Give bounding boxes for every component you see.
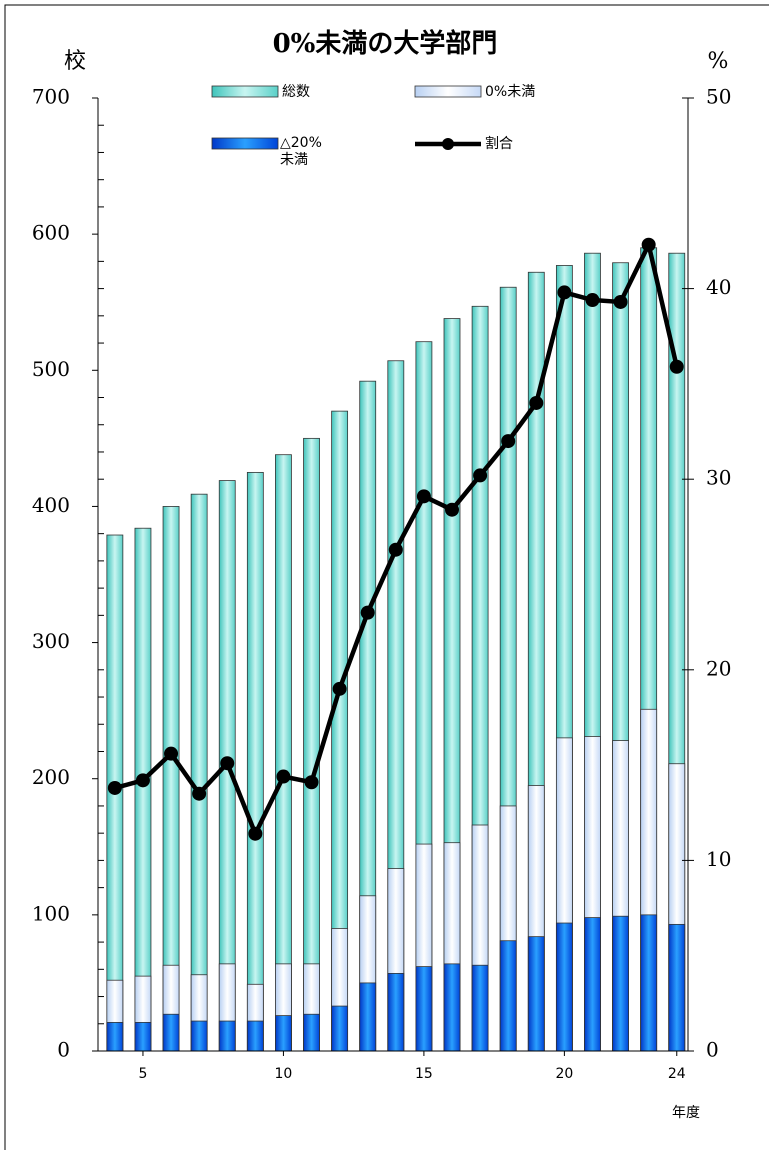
legend-label: 0%未満 bbox=[485, 84, 536, 100]
bar bbox=[387, 972, 405, 1052]
bar bbox=[275, 454, 292, 1052]
bar bbox=[303, 1013, 320, 1052]
y2-axis-label: % bbox=[708, 49, 729, 74]
line-point bbox=[529, 395, 544, 410]
bar bbox=[471, 964, 489, 1052]
line-point bbox=[388, 542, 403, 557]
y2-tick-label: 20 bbox=[706, 656, 731, 680]
line-point bbox=[192, 786, 207, 801]
y-tick-label: 100 bbox=[32, 901, 70, 925]
y-axis-label: 校 bbox=[64, 49, 86, 74]
line-point bbox=[360, 605, 375, 620]
bar bbox=[443, 963, 461, 1052]
y2-tick-label: 50 bbox=[706, 85, 731, 109]
x-tick-label: 10 bbox=[275, 1066, 293, 1082]
line-point bbox=[557, 285, 572, 300]
bar bbox=[415, 966, 433, 1052]
bar bbox=[134, 1022, 152, 1052]
legend-label: 割合 bbox=[485, 136, 513, 152]
bar bbox=[555, 922, 573, 1052]
bar bbox=[612, 915, 629, 1052]
line-point bbox=[669, 359, 684, 374]
bar bbox=[303, 437, 320, 1052]
bar bbox=[246, 471, 264, 1052]
bar bbox=[275, 1015, 292, 1052]
bar bbox=[359, 982, 377, 1052]
line-point bbox=[473, 468, 488, 483]
line-point bbox=[135, 773, 150, 788]
line-point bbox=[276, 769, 291, 784]
x-tick-label: 5 bbox=[138, 1066, 147, 1082]
x-tick-label: 20 bbox=[555, 1066, 573, 1082]
bar bbox=[162, 1013, 180, 1052]
line-point bbox=[248, 826, 263, 841]
line-point bbox=[416, 489, 431, 504]
bar bbox=[668, 923, 686, 1052]
legend-swatch bbox=[414, 85, 482, 98]
line-point bbox=[501, 434, 516, 449]
bar bbox=[499, 940, 517, 1052]
y-tick-label: 0 bbox=[57, 1038, 70, 1062]
frame bbox=[4, 4, 769, 1150]
legend-swatch bbox=[442, 138, 454, 150]
bar bbox=[584, 917, 601, 1052]
line-point bbox=[613, 294, 628, 309]
bar bbox=[246, 1020, 264, 1052]
y2-tick-label: 40 bbox=[706, 275, 731, 299]
bar bbox=[190, 1020, 208, 1052]
line-point bbox=[332, 681, 347, 696]
y-tick-label: 300 bbox=[32, 629, 70, 653]
line-point bbox=[585, 293, 600, 308]
line-point bbox=[220, 756, 235, 771]
bar bbox=[218, 1020, 236, 1052]
y-tick-label: 400 bbox=[32, 493, 70, 517]
y-tick-label: 200 bbox=[32, 765, 70, 789]
bar bbox=[331, 1005, 349, 1052]
bar bbox=[134, 527, 152, 1052]
legend-swatch bbox=[211, 85, 279, 98]
y-tick-label: 500 bbox=[32, 357, 70, 381]
y-tick-label: 700 bbox=[32, 85, 70, 109]
y2-tick-label: 30 bbox=[706, 466, 731, 490]
x-tick-label: 24 bbox=[668, 1066, 686, 1082]
chart-title: 0%未満の大学部門 bbox=[273, 28, 498, 59]
line-point bbox=[107, 780, 122, 795]
y-tick-label: 600 bbox=[32, 221, 70, 245]
line-point bbox=[304, 775, 319, 790]
legend-swatch bbox=[211, 137, 279, 150]
line-point bbox=[641, 237, 656, 252]
line-point bbox=[164, 746, 179, 761]
bar bbox=[190, 493, 208, 1052]
legend-label: 総数 bbox=[282, 84, 310, 100]
y2-tick-label: 0 bbox=[706, 1038, 719, 1062]
line-point bbox=[445, 502, 459, 517]
y2-tick-label: 10 bbox=[706, 847, 731, 871]
x-axis-label: 年度 bbox=[672, 1105, 700, 1121]
bar bbox=[106, 1022, 124, 1052]
legend-label: △20%未満 bbox=[280, 135, 322, 168]
bar bbox=[640, 914, 658, 1052]
x-tick-label: 15 bbox=[415, 1066, 433, 1082]
bar bbox=[527, 936, 545, 1052]
